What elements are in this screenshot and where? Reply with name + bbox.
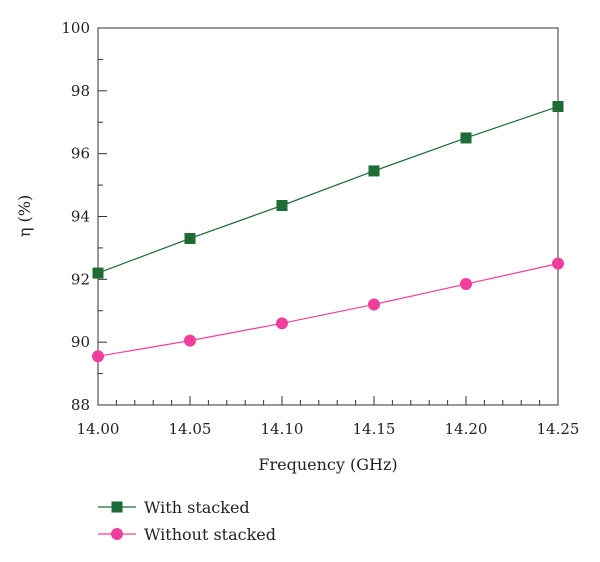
series-without-stacked <box>92 257 564 363</box>
plot-frame <box>97 27 559 406</box>
x-tick-label-14.05: 14.05 <box>169 420 212 438</box>
y-tick-label-92: 92 <box>71 270 90 288</box>
y-axis-title: η (%) <box>15 195 34 237</box>
data-point-with-stacked-14.20 <box>460 132 472 144</box>
x-tick-label-14.25: 14.25 <box>537 420 580 438</box>
series-with-stacked <box>92 101 564 279</box>
data-point-without-stacked-14.25 <box>552 257 564 270</box>
data-point-without-stacked-14.15 <box>368 298 380 311</box>
data-point-with-stacked-14.00 <box>92 267 104 279</box>
x-tick-label-14.20: 14.20 <box>445 420 488 438</box>
legend: With stacked Without stacked <box>98 498 276 544</box>
legend-item-with-stacked: With stacked <box>98 498 250 517</box>
y-tick-label-90: 90 <box>71 333 90 351</box>
legend-item-without-stacked: Without stacked <box>98 525 276 544</box>
y-tick-labels: 88 90 92 94 96 98 100 <box>61 19 90 414</box>
x-tick-label-14.00: 14.00 <box>77 420 120 438</box>
series-layer <box>92 101 564 363</box>
data-point-without-stacked-14.00 <box>92 350 104 363</box>
legend-label-with-stacked: With stacked <box>144 498 250 517</box>
data-point-without-stacked-14.20 <box>460 278 472 291</box>
data-point-without-stacked-14.05 <box>184 334 196 347</box>
y-tick-label-94: 94 <box>71 208 90 226</box>
legend-marker-with-stacked <box>111 501 123 513</box>
data-point-with-stacked-14.10 <box>276 200 288 212</box>
x-tick-labels: 14.00 14.05 14.10 14.15 14.20 14.25 <box>77 420 580 438</box>
x-axis-title: Frequency (GHz) <box>258 455 397 474</box>
data-point-without-stacked-14.10 <box>276 317 288 330</box>
minor-ticks <box>98 58 541 405</box>
legend-label-without-stacked: Without stacked <box>144 525 276 544</box>
y-tick-label-100: 100 <box>61 19 90 37</box>
data-point-with-stacked-14.05 <box>184 232 196 244</box>
y-tick-label-88: 88 <box>71 396 90 414</box>
series-line-with-stacked <box>97 105 559 274</box>
legend-marker-without-stacked <box>111 528 123 540</box>
series-line-without-stacked <box>97 263 559 357</box>
y-tick-label-98: 98 <box>71 82 90 100</box>
data-point-with-stacked-14.25 <box>552 101 564 113</box>
x-tick-label-14.10: 14.10 <box>261 420 304 438</box>
y-tick-label-96: 96 <box>71 145 90 163</box>
x-tick-label-14.15: 14.15 <box>353 420 396 438</box>
data-point-with-stacked-14.15 <box>368 165 380 177</box>
major-ticks <box>97 27 559 406</box>
